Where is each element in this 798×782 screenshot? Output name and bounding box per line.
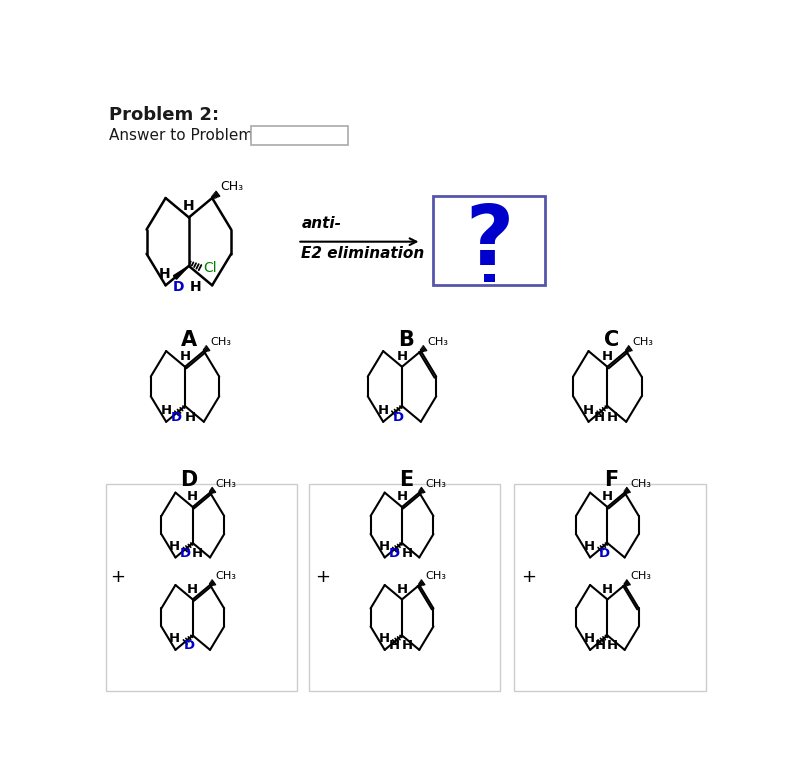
Text: H: H (602, 583, 613, 596)
Text: H: H (389, 639, 401, 652)
Text: D: D (184, 639, 196, 652)
Text: C: C (603, 330, 619, 350)
Text: CH₃: CH₃ (427, 337, 448, 347)
Text: H: H (401, 639, 413, 652)
Text: Cl: Cl (203, 261, 216, 275)
Text: H: H (607, 411, 618, 425)
Text: H: H (583, 404, 594, 417)
Bar (433, 196, 545, 285)
Text: ?: ? (465, 201, 514, 282)
Text: H: H (377, 404, 389, 417)
Text: H: H (183, 199, 195, 213)
Text: D: D (171, 411, 182, 425)
Text: H: H (401, 547, 413, 560)
Text: +: + (521, 569, 536, 586)
Text: H: H (184, 411, 196, 425)
Text: H: H (606, 639, 618, 652)
Text: H: H (397, 583, 408, 596)
Text: D: D (393, 411, 405, 425)
Text: Answer to Problem 2:: Answer to Problem 2: (109, 127, 273, 143)
Text: H: H (189, 280, 201, 294)
Bar (251, 126, 348, 145)
Text: CH₃: CH₃ (215, 571, 237, 581)
Text: H: H (594, 411, 605, 425)
Text: H: H (378, 540, 389, 553)
Text: D: D (180, 470, 197, 490)
Text: H: H (378, 632, 389, 645)
Text: CH₃: CH₃ (220, 180, 243, 192)
Bar (515, 484, 705, 691)
Text: D: D (389, 547, 400, 560)
Text: +: + (111, 569, 125, 586)
Bar (106, 484, 298, 691)
Text: A: A (181, 330, 197, 350)
Bar (309, 484, 500, 691)
Text: CH₃: CH₃ (425, 571, 446, 581)
Text: H: H (180, 350, 191, 363)
Text: H: H (192, 547, 203, 560)
Text: H: H (595, 639, 606, 652)
Text: H: H (397, 350, 408, 363)
Polygon shape (173, 266, 189, 279)
Text: CH₃: CH₃ (210, 337, 231, 347)
Text: CH₃: CH₃ (630, 479, 651, 489)
Text: H: H (188, 490, 199, 503)
Text: H: H (584, 540, 595, 553)
Text: H: H (169, 540, 180, 553)
Text: D: D (598, 547, 610, 560)
Text: B: B (398, 330, 414, 350)
Text: +: + (315, 569, 330, 586)
Text: H: H (160, 404, 172, 417)
Text: H: H (188, 583, 199, 596)
Text: H: H (397, 490, 408, 503)
Text: H: H (584, 632, 595, 645)
Bar (484, 274, 495, 282)
Text: H: H (602, 350, 613, 363)
Text: CH₃: CH₃ (630, 571, 651, 581)
Text: anti-: anti- (302, 216, 342, 231)
Text: F: F (604, 470, 618, 490)
Text: H: H (602, 490, 613, 503)
Text: H: H (169, 632, 180, 645)
Text: D: D (172, 280, 184, 294)
Text: CH₃: CH₃ (425, 479, 446, 489)
Text: E2 elimination: E2 elimination (302, 246, 425, 260)
Text: CH₃: CH₃ (632, 337, 654, 347)
Text: H: H (159, 267, 170, 282)
Text: D: D (180, 547, 191, 560)
Text: E: E (399, 470, 413, 490)
Text: CH₃: CH₃ (215, 479, 237, 489)
Text: Problem 2:: Problem 2: (109, 106, 219, 124)
